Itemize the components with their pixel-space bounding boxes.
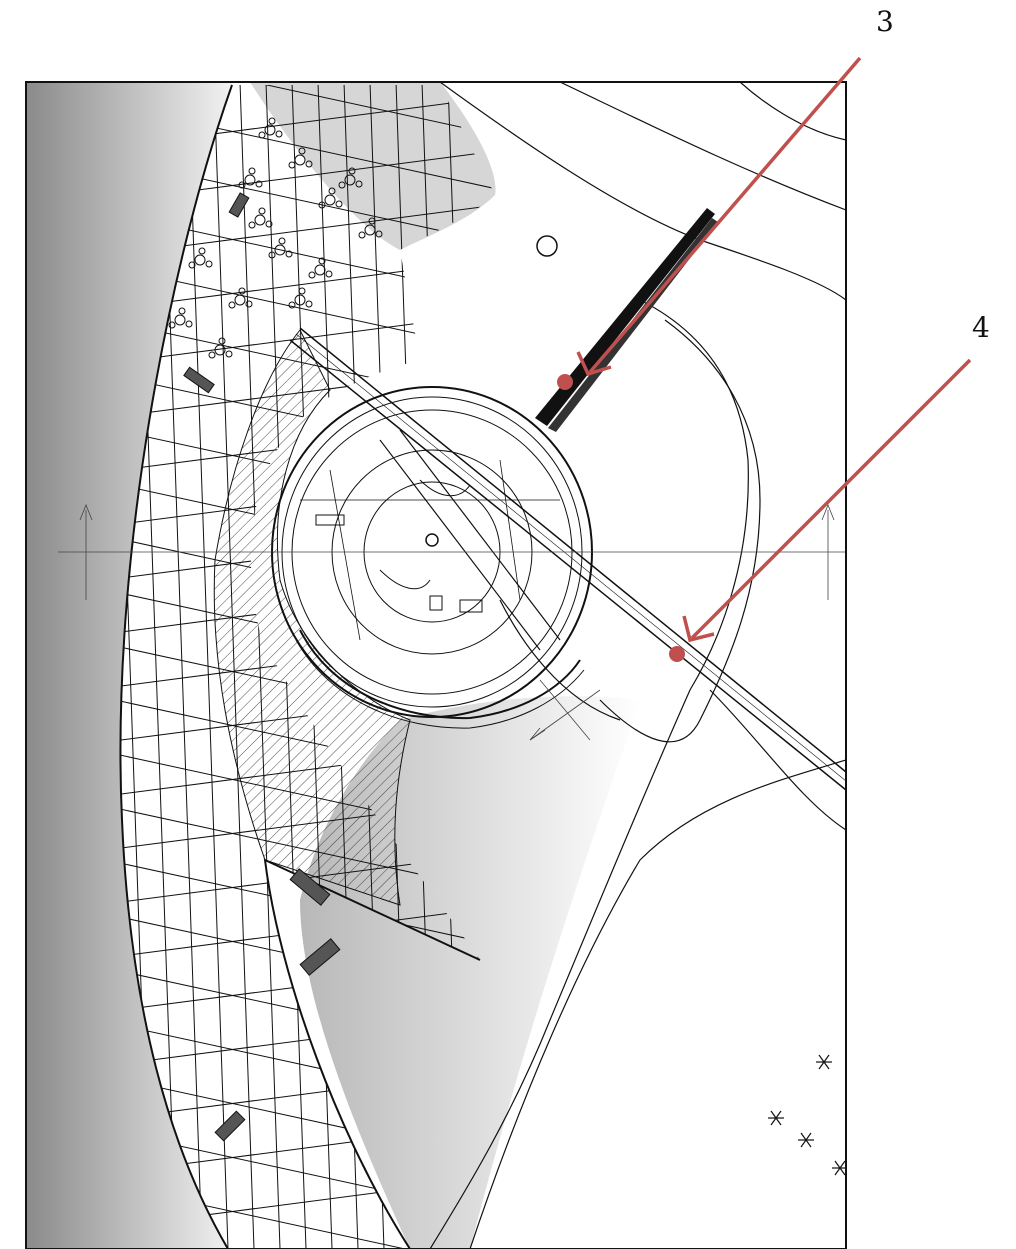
- drawing-frame: [26, 82, 846, 1249]
- road-lines: [429, 82, 846, 1249]
- callout-4-dot: [669, 646, 685, 662]
- small-circle-marker: [536, 235, 558, 257]
- callout-4: [669, 358, 972, 662]
- stair-blocks: [183, 192, 341, 1142]
- callout-4-label: 4: [972, 311, 990, 344]
- axis-lines: [58, 503, 846, 741]
- callout-3: [557, 56, 862, 390]
- canopy-outline: [119, 84, 481, 1249]
- callout-3-label: 3: [876, 5, 894, 38]
- tree-symbols: [768, 1054, 846, 1176]
- shaded-ground-band: [26, 82, 232, 1249]
- frame-border: [25, 81, 847, 1249]
- diagonal-walkway: [289, 327, 846, 791]
- callout-3-dot: [557, 374, 573, 390]
- furniture-clusters: [168, 117, 383, 359]
